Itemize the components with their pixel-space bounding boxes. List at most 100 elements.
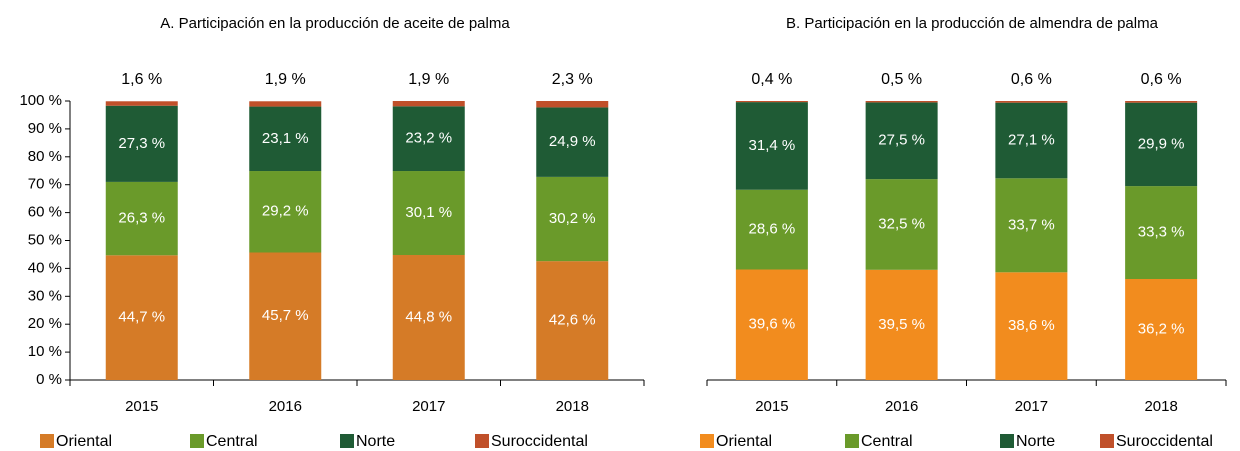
data-label: 1,6 % — [121, 71, 162, 88]
bar-segment — [1125, 102, 1198, 187]
legend-swatch — [340, 434, 354, 448]
data-label: 27,1 % — [1008, 131, 1055, 148]
legend-swatch — [40, 434, 54, 448]
bar-segment — [536, 107, 609, 177]
bar-segment — [105, 105, 178, 182]
bar-segment — [249, 106, 322, 172]
legend-swatch — [190, 434, 204, 448]
bar-segment — [105, 101, 178, 106]
legend-swatch — [700, 434, 714, 448]
bar-segment — [735, 102, 808, 190]
bar-segment — [536, 261, 609, 380]
data-label: 44,8 % — [405, 308, 452, 325]
data-label: 31,4 % — [749, 137, 796, 154]
x-tick-label: 2016 — [885, 398, 918, 415]
bar-segment — [105, 181, 178, 256]
legend-label: Norte — [1016, 433, 1055, 450]
bar-segment — [1125, 186, 1198, 280]
y-tick-label: 30 % — [28, 287, 62, 304]
data-label: 0,6 % — [1141, 71, 1182, 88]
bar-segment — [536, 101, 609, 108]
y-tick-label: 40 % — [28, 259, 62, 276]
bar-segment — [392, 255, 465, 380]
legend-swatch — [845, 434, 859, 448]
data-label: 32,5 % — [878, 215, 925, 232]
y-tick-label: 80 % — [28, 148, 62, 165]
data-label: 0,5 % — [881, 71, 922, 88]
data-label: 33,3 % — [1138, 224, 1185, 241]
data-label: 30,1 % — [405, 204, 452, 221]
bar-segment — [392, 171, 465, 256]
x-tick-label: 2017 — [1015, 398, 1048, 415]
bar-segment — [392, 106, 465, 172]
legend-swatch — [1000, 434, 1014, 448]
data-label: 0,6 % — [1011, 71, 1052, 88]
data-label: 30,2 % — [549, 210, 596, 227]
bar-segment — [536, 176, 609, 262]
bar-segment — [249, 101, 322, 107]
bar-segment — [392, 101, 465, 107]
chart-title: A. Participación en la producción de ace… — [160, 15, 510, 32]
bar-segment — [995, 178, 1068, 273]
data-label: 2,3 % — [552, 71, 593, 88]
data-label: 28,6 % — [749, 221, 796, 238]
x-tick-label: 2016 — [269, 398, 302, 415]
legend-swatch — [1100, 434, 1114, 448]
y-tick-label: 90 % — [28, 120, 62, 137]
x-tick-label: 2018 — [1144, 398, 1177, 415]
bar-segment — [865, 179, 938, 270]
y-tick-label: 20 % — [28, 315, 62, 332]
data-label: 39,6 % — [749, 316, 796, 333]
legend-label: Oriental — [56, 433, 112, 450]
bar-segment — [735, 101, 808, 103]
data-label: 44,7 % — [118, 309, 165, 326]
legend-label: Suroccidental — [491, 433, 588, 450]
data-label: 27,5 % — [878, 132, 925, 149]
bar-segment — [865, 101, 938, 103]
bar-segment — [735, 269, 808, 380]
bar-segment — [249, 171, 322, 253]
data-label: 29,2 % — [262, 203, 309, 220]
data-label: 23,2 % — [405, 130, 452, 147]
bar-segment — [995, 101, 1068, 103]
legend-label: Central — [861, 433, 913, 450]
data-label: 1,9 % — [408, 71, 449, 88]
data-label: 39,5 % — [878, 316, 925, 333]
data-label: 33,7 % — [1008, 216, 1055, 233]
legend-label: Suroccidental — [1116, 433, 1213, 450]
x-tick-label: 2015 — [755, 398, 788, 415]
x-tick-label: 2017 — [412, 398, 445, 415]
legend-label: Oriental — [716, 433, 772, 450]
data-label: 36,2 % — [1138, 320, 1185, 337]
y-tick-label: 60 % — [28, 204, 62, 221]
y-tick-label: 10 % — [28, 343, 62, 360]
data-label: 45,7 % — [262, 307, 309, 324]
data-label: 26,3 % — [118, 210, 165, 227]
bar-segment — [1125, 279, 1198, 380]
x-tick-label: 2015 — [125, 398, 158, 415]
bar-segment — [735, 189, 808, 270]
bar-segment — [995, 102, 1068, 179]
data-label: 1,9 % — [265, 71, 306, 88]
y-tick-label: 70 % — [28, 176, 62, 193]
data-label: 38,6 % — [1008, 317, 1055, 334]
data-label: 42,6 % — [549, 312, 596, 329]
bar-segment — [995, 272, 1068, 380]
bar-segment — [865, 269, 938, 380]
bar-segment — [1125, 101, 1198, 103]
data-label: 0,4 % — [751, 71, 792, 88]
data-label: 24,9 % — [549, 133, 596, 150]
bar-segment — [865, 102, 938, 180]
y-tick-label: 0 % — [36, 371, 62, 388]
legend-swatch — [475, 434, 489, 448]
bar-segment — [249, 252, 322, 380]
data-label: 23,1 % — [262, 130, 309, 147]
y-tick-label: 100 % — [19, 92, 62, 109]
x-tick-label: 2018 — [556, 398, 589, 415]
chart-title: B. Participación en la producción de alm… — [786, 15, 1159, 32]
bar-segment — [105, 255, 178, 380]
data-label: 27,3 % — [118, 135, 165, 152]
legend-label: Norte — [356, 433, 395, 450]
data-label: 29,9 % — [1138, 135, 1185, 152]
